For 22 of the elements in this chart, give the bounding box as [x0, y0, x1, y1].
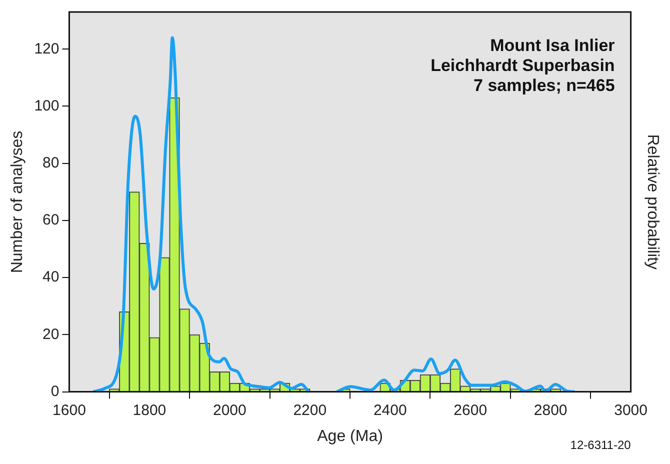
y-tick-label: 120 [34, 40, 60, 58]
text: 12-6311-20 [570, 438, 632, 452]
x-tick-label: 2600 [454, 402, 488, 419]
y-tick-label: 80 [42, 154, 60, 172]
y2-axis-title: Relative probability [644, 134, 661, 270]
y-tick-label: 100 [34, 97, 60, 114]
y-tick-label: 0 [50, 382, 60, 400]
y-axis-title: Number of analyses [9, 130, 26, 274]
x-tick-label: 2000 [212, 402, 246, 419]
text: Leichhardt Superbasin [430, 56, 615, 76]
annotation: 7 samples; n=465 [474, 76, 615, 96]
x-tick-label: 1800 [132, 402, 166, 419]
y-tick-label: 60 [42, 212, 60, 229]
x-axis-title: Age (Ma) [317, 428, 383, 445]
x-tick-label: 1600 [52, 402, 86, 419]
x-tick-label: 2800 [534, 402, 568, 419]
x-tick-label: 2200 [293, 402, 327, 419]
x-tick-label: 2400 [373, 402, 407, 419]
x-tick-label: 3000 [614, 402, 648, 419]
y-tick-label: 20 [42, 326, 60, 343]
text: Mount Isa Inlier [490, 36, 616, 56]
y-tick-label: 40 [42, 268, 60, 286]
